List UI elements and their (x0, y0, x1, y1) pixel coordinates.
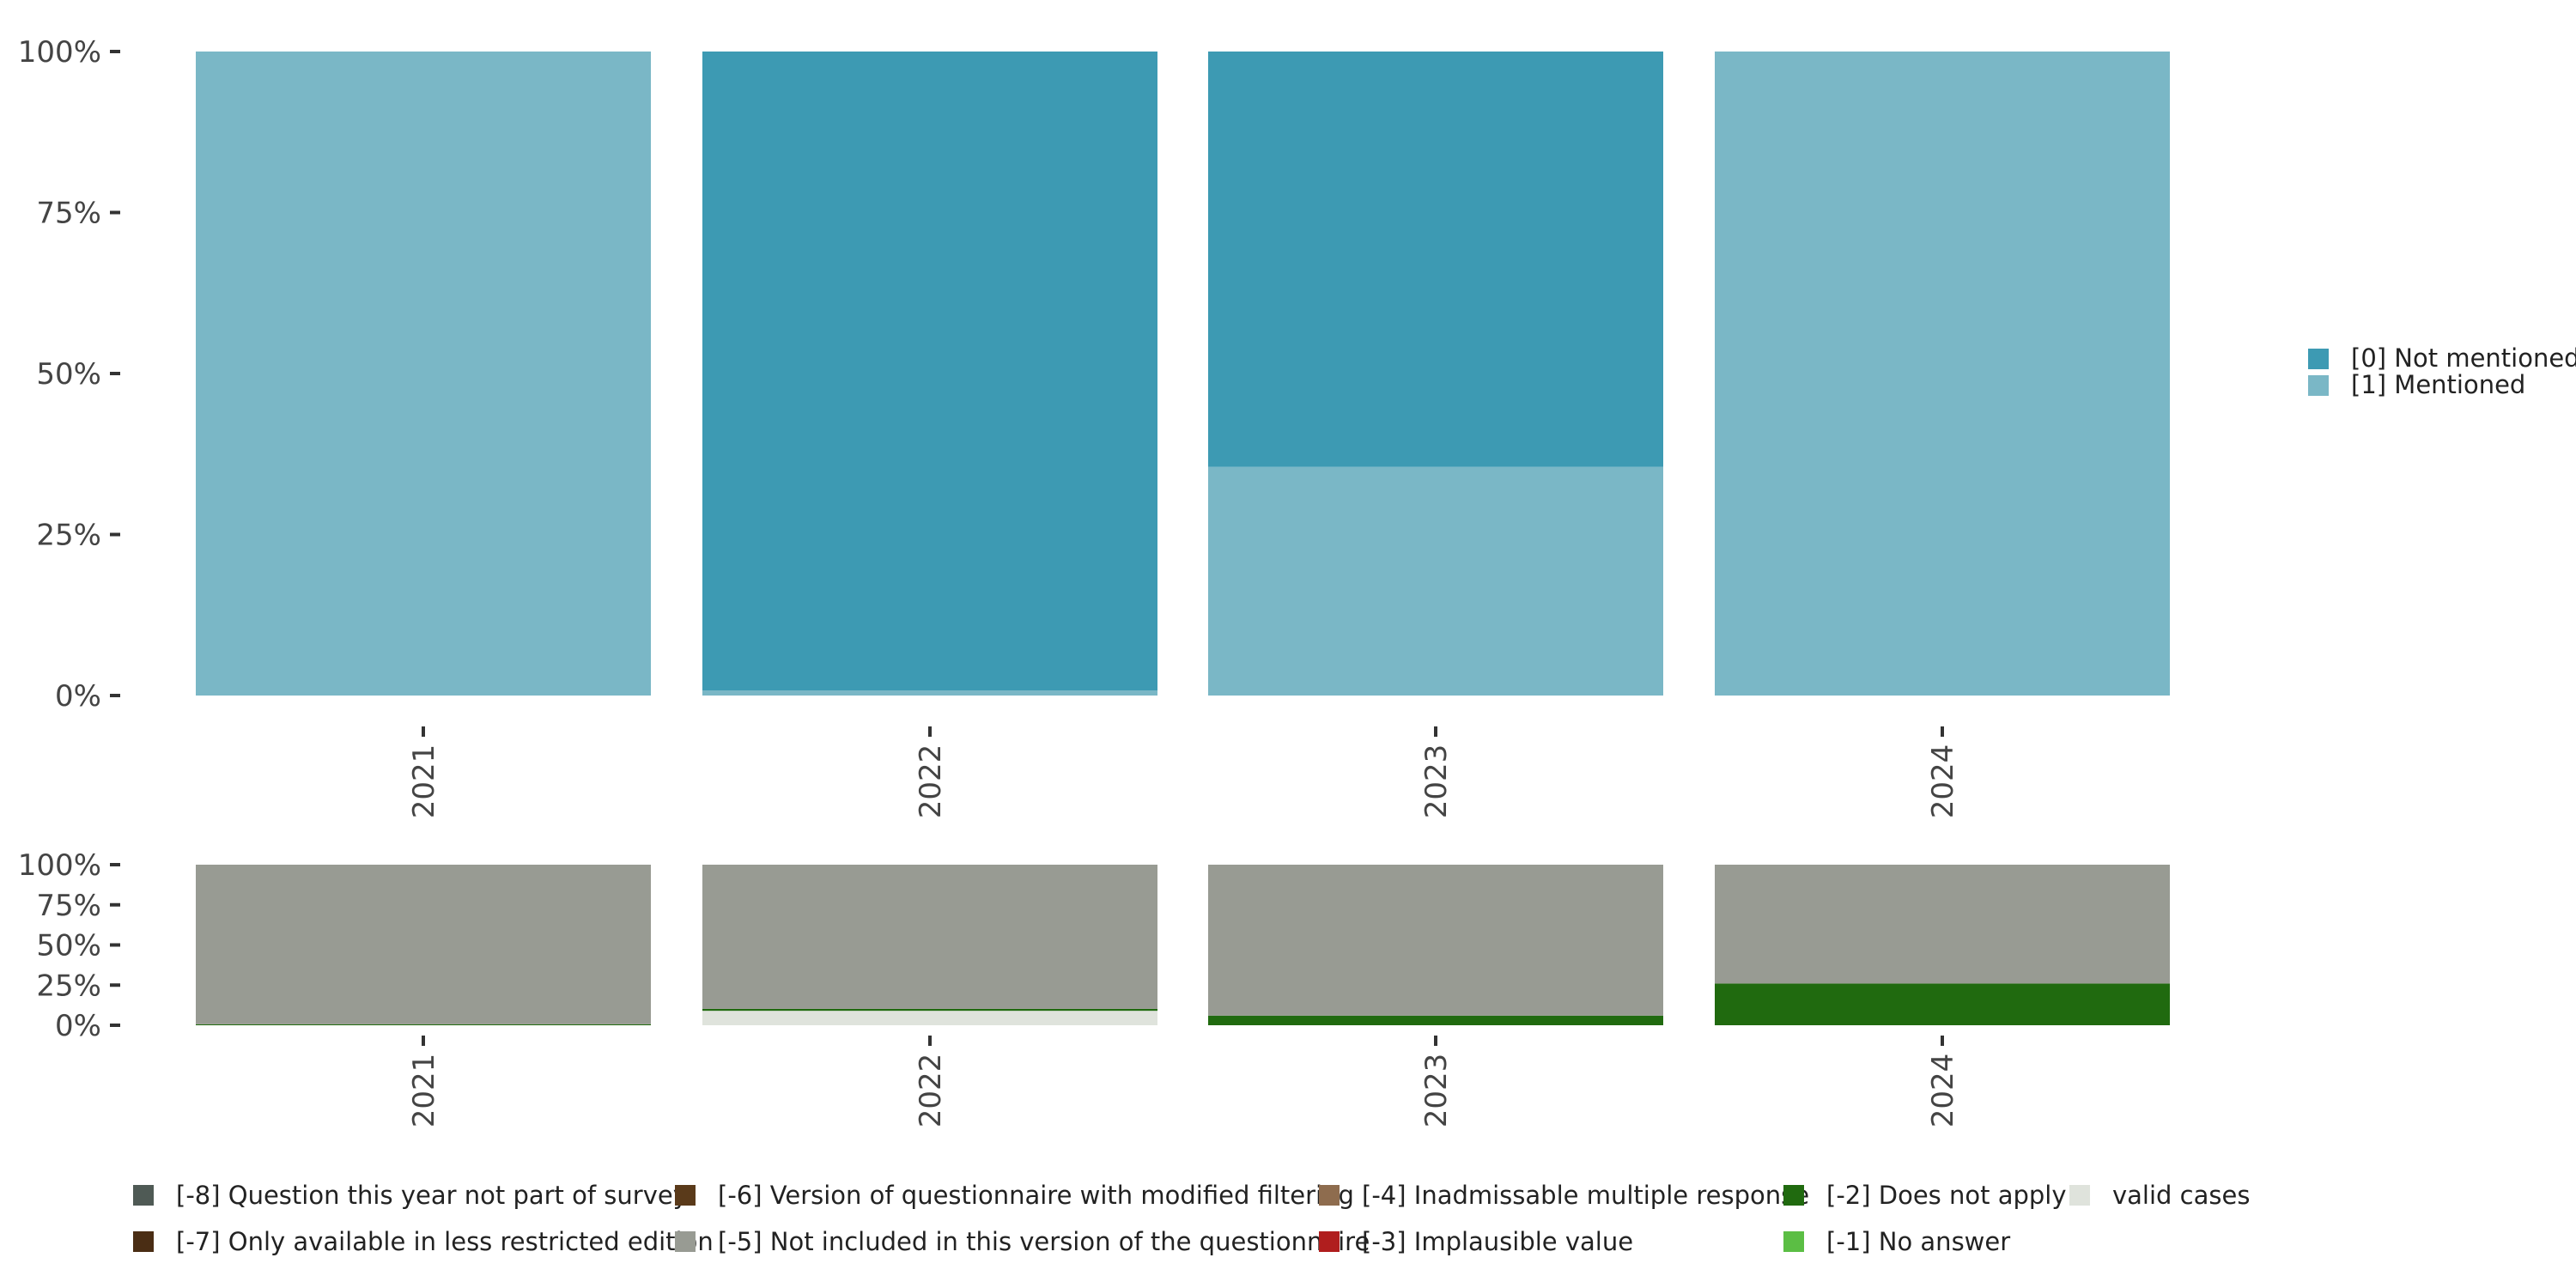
top-x-tick-label-2022: 2022 (914, 744, 948, 819)
bottom-legend-label-7-only-available-in-less-restricted-edition: [-7] Only available in less restricted e… (176, 1227, 714, 1256)
bottom-legend-swatch-6-version-of-questionnaire-with-modified-filtering (675, 1185, 696, 1206)
top-bar-2022-1-mentioned (702, 690, 1157, 696)
bottom-bar-2024-2-does-not-apply (1715, 983, 2170, 1025)
bottom-y-tick-label: 0% (55, 1009, 101, 1043)
bottom-y-tick-label: 75% (36, 889, 101, 923)
bottom-x-tick-label-2024: 2024 (1926, 1054, 1960, 1128)
top-chart-panel: 0% 25% 50% 75% 100% 2021 2022 2023 2024 (18, 35, 2170, 818)
bottom-x-tick-label-2022: 2022 (914, 1054, 948, 1128)
bottom-y-tick-label: 25% (36, 969, 101, 1003)
top-x-tick-label-2021: 2021 (407, 744, 441, 819)
bottom-legend-swatch-4-inadmissable-multiple-response (1319, 1185, 1340, 1206)
bottom-legend-swatch-1-no-answer (1783, 1231, 1804, 1252)
bottom-legend-swatch-5-not-included-in-this-version-of-the-questionnaire (675, 1231, 696, 1252)
top-x-tick-label-2023: 2023 (1419, 744, 1454, 819)
bottom-legend-label-5-not-included-in-this-version-of-the-questionnaire: [-5] Not included in this version of the… (718, 1227, 1370, 1256)
bottom-legend-label-3-implausible-value: [-3] Implausible value (1362, 1227, 1633, 1256)
top-y-tick-label: 100% (18, 35, 101, 70)
bottom-bar-2021-5-not-included-in-this-version-of-the-questionnaire (196, 865, 651, 1024)
legend-label-0-not-mentioned: [0] Not mentioned (2351, 343, 2576, 373)
right-legend: [0] Not mentioned[1] Mentioned (2308, 343, 2576, 399)
legend-swatch-1-mentioned (2308, 375, 2329, 396)
bottom-bar-2022-2-does-not-apply (702, 1008, 1157, 1012)
top-bar-2023-1-mentioned (1208, 466, 1663, 696)
bottom-bar-2023-5-not-included-in-this-version-of-the-questionnaire (1208, 865, 1663, 1016)
top-bar-2022-0-not-mentioned (702, 52, 1157, 690)
bottom-x-tick-label-2021: 2021 (407, 1054, 441, 1128)
bottom-legend-swatch-8-question-this-year-not-part-of-survey (133, 1185, 154, 1206)
bottom-bar-2021-2-does-not-apply (196, 1024, 651, 1025)
bottom-legend-label-valid-cases: valid cases (2112, 1181, 2250, 1210)
top-x-tick-label-2024: 2024 (1926, 744, 1960, 819)
bottom-legend-label-6-version-of-questionnaire-with-modified-filtering: [-6] Version of questionnaire with modif… (718, 1181, 1354, 1210)
bottom-legend-label-8-question-this-year-not-part-of-survey: [-8] Question this year not part of surv… (176, 1181, 688, 1210)
bottom-chart-panel: 0% 25% 50% 75% 100% 2021 2022 2023 2024 (18, 848, 2170, 1127)
bottom-legend-label-4-inadmissable-multiple-response: [-4] Inadmissable multiple response (1362, 1181, 1809, 1210)
bottom-bar-2024-5-not-included-in-this-version-of-the-questionnaire (1715, 865, 2170, 984)
bottom-bar-2022-valid-cases (702, 1011, 1157, 1025)
bottom-y-tick-label: 100% (18, 848, 101, 883)
bottom-bar-2022-5-not-included-in-this-version-of-the-questionnaire (702, 865, 1157, 1009)
bottom-legend-swatch-valid-cases (2069, 1185, 2090, 1206)
top-bar-2021-1-mentioned (196, 52, 651, 696)
bottom-legend-label-1-no-answer: [-1] No answer (1826, 1227, 2010, 1256)
bottom-legend-swatch-7-only-available-in-less-restricted-edition (133, 1231, 154, 1252)
top-bar-2023-0-not-mentioned (1208, 52, 1663, 467)
bottom-legend: [-8] Question this year not part of surv… (133, 1181, 2250, 1256)
bottom-legend-label-2-does-not-apply: [-2] Does not apply (1826, 1181, 2067, 1210)
bottom-legend-swatch-3-implausible-value (1319, 1231, 1340, 1252)
bottom-bar-2023-2-does-not-apply (1208, 1015, 1663, 1025)
top-bar-2024-1-mentioned (1715, 52, 2170, 696)
bottom-x-tick-label-2023: 2023 (1419, 1054, 1454, 1128)
legend-swatch-0-not-mentioned (2308, 349, 2329, 369)
legend-label-1-mentioned: [1] Mentioned (2351, 370, 2525, 399)
top-y-tick-label: 0% (55, 679, 101, 714)
bottom-y-tick-label: 50% (36, 929, 101, 963)
top-y-tick-label: 25% (36, 519, 101, 553)
bottom-legend-swatch-2-does-not-apply (1783, 1185, 1804, 1206)
top-y-tick-label: 50% (36, 357, 101, 392)
top-y-tick-label: 75% (36, 197, 101, 231)
